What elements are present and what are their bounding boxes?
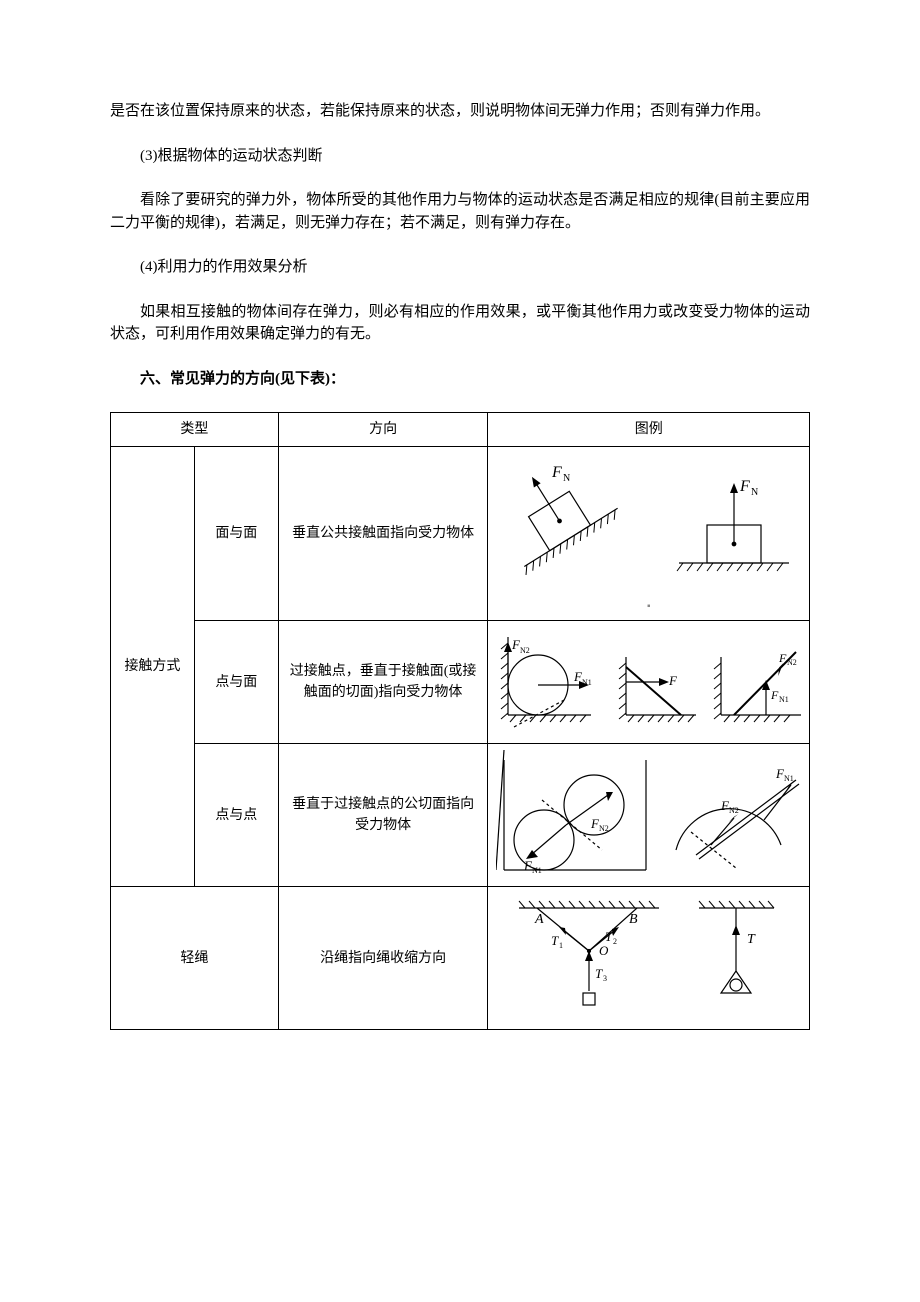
table-row: 轻绳 沿绳指向绳收缩方向 [111, 887, 810, 1030]
direction-cell: 过接触点，垂直于接触面(或接触面的切面)指向受力物体 [278, 621, 488, 744]
svg-text:O: O [599, 943, 609, 958]
method3-heading: (3)根据物体的运动状态判断 [110, 145, 810, 168]
method3-body: 看除了要研究的弹力外，物体所受的其他作用力与物体的运动状态是否满足相应的规律(目… [110, 189, 810, 234]
method4-body: 如果相互接触的物体间存在弹力，则必有相应的作用效果，或平衡其他作用力或改变受力物… [110, 301, 810, 346]
svg-text:N: N [563, 473, 570, 484]
svg-text:A: A [534, 912, 544, 927]
svg-text:N2: N2 [729, 806, 739, 815]
svg-text:F: F [778, 651, 787, 665]
svg-text:N1: N1 [532, 866, 542, 875]
direction-cell: 垂直公共接触面指向受力物体 [278, 447, 488, 621]
dot-icon: ▪ [496, 599, 801, 614]
svg-text:T: T [595, 966, 603, 981]
figure-cell: F N2 F N1 [488, 621, 810, 744]
svg-text:F: F [770, 688, 779, 702]
contact-type-cell: 接触方式 [111, 447, 195, 887]
rope-type-cell: 轻绳 [111, 887, 279, 1030]
svg-text:N: N [751, 487, 758, 498]
diagram-face-face: F N [499, 453, 799, 593]
svg-text:F: F [739, 478, 750, 495]
svg-text:2: 2 [613, 937, 617, 946]
svg-text:N2: N2 [520, 646, 530, 655]
svg-text:N2: N2 [599, 824, 609, 833]
svg-text:N1: N1 [582, 678, 592, 687]
header-type: 类型 [111, 413, 279, 447]
svg-text:T: T [747, 932, 756, 947]
method4-heading: (4)利用力的作用效果分析 [110, 256, 810, 279]
svg-text:N1: N1 [779, 695, 789, 704]
subtype-cell: 面与面 [194, 447, 278, 621]
svg-text:3: 3 [603, 974, 607, 983]
figure-cell: F N1 F N2 [488, 744, 810, 887]
table-header-row: 类型 方向 图例 [111, 413, 810, 447]
table-row: 点与面 过接触点，垂直于接触面(或接触面的切面)指向受力物体 [111, 621, 810, 744]
figure-cell: F N [488, 447, 810, 621]
svg-text:F: F [668, 673, 678, 688]
intro-tail: 是否在该位置保持原来的状态，若能保持原来的状态，则说明物体间无弹力作用；否则有弹… [110, 100, 810, 123]
direction-cell: 垂直于过接触点的公切面指向受力物体 [278, 744, 488, 887]
direction-cell: 沿绳指向绳收缩方向 [278, 887, 488, 1030]
svg-text:N2: N2 [787, 658, 797, 667]
section6-title: 六、常见弹力的方向(见下表)： [110, 368, 810, 391]
header-direction: 方向 [278, 413, 488, 447]
subtype-cell: 点与面 [194, 621, 278, 744]
svg-text:1: 1 [559, 941, 563, 950]
figure-cell: A B O T 1 [488, 887, 810, 1030]
svg-text:F: F [551, 464, 562, 481]
force-direction-table: 类型 方向 图例 接触方式 面与面 垂直公共接触面指向受力物体 [110, 412, 810, 1030]
diagram-point-point: F N1 F N2 [496, 750, 806, 880]
subtype-cell: 点与点 [194, 744, 278, 887]
header-figure: 图例 [488, 413, 810, 447]
svg-text:N1: N1 [784, 774, 794, 783]
table-row: 点与点 垂直于过接触点的公切面指向受力物体 [111, 744, 810, 887]
svg-text:T: T [605, 929, 613, 944]
diagram-rope: A B O T 1 [499, 893, 799, 1023]
table-row: 接触方式 面与面 垂直公共接触面指向受力物体 [111, 447, 810, 621]
diagram-point-face: F N2 F N1 [496, 627, 806, 737]
svg-text:T: T [551, 933, 559, 948]
